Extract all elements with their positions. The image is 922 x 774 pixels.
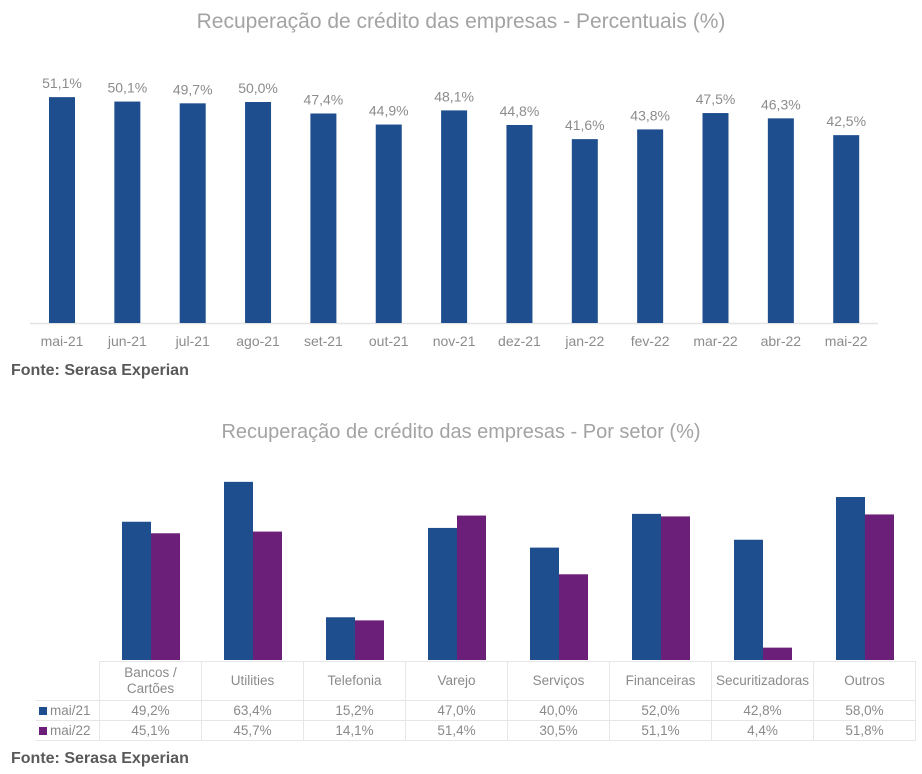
data-label: 50,1% <box>107 80 147 96</box>
data-label: 50,0% <box>238 80 278 96</box>
table-cell-value: 47,0% <box>405 700 508 721</box>
bar <box>49 97 75 323</box>
chart2-source: Fonte: Serasa Experian <box>11 750 189 767</box>
x-tick-label: out-21 <box>369 333 409 349</box>
table-cell-value: 30,5% <box>507 720 610 741</box>
bar <box>767 118 794 323</box>
chart2-data-table: Bancos / Cartões Utilities Telefonia Varejo S… <box>36 661 916 741</box>
bar-mai-22 <box>253 531 282 660</box>
bar-mai-22 <box>763 647 792 660</box>
bar <box>441 110 468 323</box>
legend-label: mai/21 <box>50 703 91 718</box>
x-tick-label: nov-21 <box>433 333 476 349</box>
chart1-plot: 51,1% mai-21 50,1% jun-21 49,7% jul-21 50,0% ag… <box>30 75 878 349</box>
data-label: 48,1% <box>434 88 474 104</box>
category-label: Telefonia <box>303 661 406 701</box>
bar-mai-22 <box>151 533 180 660</box>
category-label: Bancos / Cartões <box>99 661 202 701</box>
bar-mai-22 <box>865 514 894 660</box>
data-label: 43,8% <box>630 107 670 123</box>
bar-mai-21 <box>122 521 151 660</box>
bar <box>375 124 402 324</box>
category-label: Financeiras <box>609 661 712 701</box>
bar-mai-22 <box>355 620 384 660</box>
x-tick-label: jul-21 <box>175 333 210 349</box>
x-tick-label: jun-21 <box>107 333 147 349</box>
data-label: 51,1% <box>42 75 82 91</box>
x-tick-label: dez-21 <box>498 333 541 349</box>
bar <box>571 139 598 323</box>
bar <box>310 113 337 323</box>
legend-swatch-icon <box>39 706 47 715</box>
x-tick-label: mai-22 <box>825 333 868 349</box>
bar-mai-21 <box>836 497 865 660</box>
bar <box>114 101 141 323</box>
chart1-title: Recuperação de crédito das empresas - Pe… <box>196 10 726 33</box>
x-tick-label: jan-22 <box>564 333 604 349</box>
data-label: 41,6% <box>565 117 605 133</box>
bar-mai-21 <box>428 527 457 660</box>
category-label: Utilities <box>201 661 304 701</box>
table-cell-value: 42,8% <box>711 700 814 721</box>
bar <box>702 113 729 323</box>
table-header-row: Bancos / Cartões Utilities Telefonia Varejo S… <box>36 661 916 701</box>
table-cell-value: 51,1% <box>609 720 712 741</box>
chart2-title: Recuperação de crédito das empresas - Po… <box>221 421 701 443</box>
bar-mai-21 <box>632 513 661 660</box>
data-label: 47,4% <box>304 91 344 107</box>
data-label: 46,3% <box>761 96 801 112</box>
bar-mai-21 <box>224 481 253 660</box>
table-row: mai/21 49,2% 63,4% 15,2% 47,0% 40,0% 52,0% 42,8… <box>36 700 916 721</box>
table-corner <box>36 661 100 701</box>
bar <box>506 124 533 323</box>
bar <box>245 102 272 323</box>
table-cell-value: 45,7% <box>201 720 304 741</box>
table-cell-value: 15,2% <box>303 700 406 721</box>
table-cell-value: 40,0% <box>507 700 610 721</box>
data-label: 44,8% <box>500 103 540 119</box>
bar-mai-21 <box>326 617 355 660</box>
x-tick-label: mar-22 <box>693 333 738 349</box>
category-label: Securitizadoras <box>711 661 814 701</box>
bar-mai-22 <box>661 516 690 660</box>
table-cell-value: 49,2% <box>99 700 202 721</box>
x-tick-label: fev-22 <box>631 333 670 349</box>
legend-entry: mai/22 <box>36 720 100 741</box>
chart1-source: Fonte: Serasa Experian <box>11 362 189 379</box>
table-row: mai/22 45,1% 45,7% 14,1% 51,4% 30,5% 51,1% 4,4%… <box>36 720 916 741</box>
category-label: Serviços <box>507 661 610 701</box>
bar <box>637 129 664 323</box>
x-tick-label: abr-22 <box>761 333 802 349</box>
bar-mai-22 <box>559 574 588 660</box>
bar-mai-21 <box>530 547 559 660</box>
category-label: Varejo <box>405 661 508 701</box>
table-cell-value: 63,4% <box>201 700 304 721</box>
table-cell-value: 58,0% <box>813 700 916 721</box>
data-label: 42,5% <box>826 113 866 129</box>
x-tick-label: mai-21 <box>41 333 84 349</box>
data-label: 47,5% <box>696 91 736 107</box>
table-cell-value: 4,4% <box>711 720 814 741</box>
table-cell-value: 51,8% <box>813 720 916 741</box>
legend-label: mai/22 <box>50 723 91 738</box>
bar-mai-21 <box>734 539 763 660</box>
data-label: 49,7% <box>173 81 213 97</box>
table-cell-value: 14,1% <box>303 720 406 741</box>
bar-mai-22 <box>457 515 486 660</box>
bar <box>179 103 206 324</box>
x-tick-label: set-21 <box>304 333 343 349</box>
category-label: Outros <box>813 661 916 701</box>
table-cell-value: 52,0% <box>609 700 712 721</box>
legend-swatch-icon <box>39 726 47 735</box>
table-cell-value: 51,4% <box>405 720 508 741</box>
legend-entry: mai/21 <box>36 700 100 721</box>
data-label: 44,9% <box>369 103 409 119</box>
bar <box>833 135 860 323</box>
table-cell-value: 45,1% <box>99 720 202 741</box>
x-tick-label: ago-21 <box>236 333 280 349</box>
